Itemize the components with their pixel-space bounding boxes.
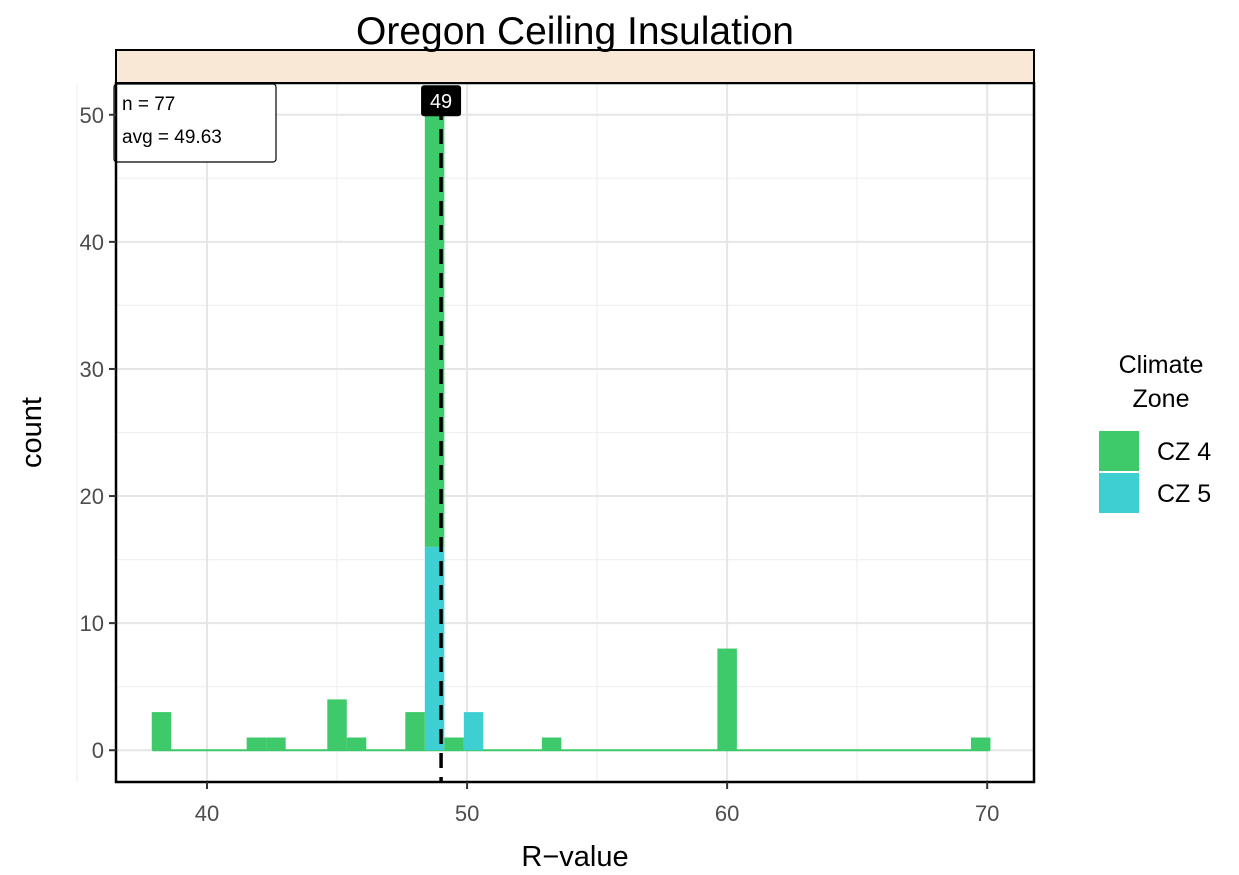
y-tick-label: 40 [80, 230, 104, 255]
y-tick-label: 50 [80, 103, 104, 128]
legend-label-cz-5: CZ 5 [1157, 480, 1211, 508]
grid-lines [76, 83, 1034, 782]
y-tick-label: 10 [80, 611, 104, 636]
bar-cz-4 [717, 648, 737, 751]
legend-title-line: Zone [1133, 385, 1190, 413]
bar-cz-4 [346, 737, 367, 751]
facet-strip [115, 49, 1035, 84]
reference-line-group: 49 n = 77 avg = 49.63 [113, 83, 462, 782]
bar-cz-4 [266, 737, 286, 751]
x-tick-label: 60 [715, 801, 739, 826]
bar-cz-4 [327, 699, 347, 751]
reference-label: 49 [430, 91, 452, 113]
y-tick-label: 0 [92, 738, 104, 763]
bar-cz-4 [541, 737, 562, 751]
legend-swatch-cz-5 [1099, 473, 1139, 513]
stats-count-text: n = 77 [122, 94, 175, 115]
x-tick-label: 50 [455, 801, 479, 826]
chart-title: Oregon Ceiling Insulation [356, 10, 794, 53]
y-tick-label: 20 [80, 484, 104, 509]
bars [151, 114, 991, 752]
bar-cz-4 [246, 737, 267, 751]
stats-average-text: avg = 49.63 [122, 127, 222, 148]
bar-cz-4 [444, 737, 464, 751]
bar-cz-4 [151, 712, 172, 751]
reference-label-box [421, 85, 462, 117]
y-tick-label: 30 [80, 357, 104, 382]
legend-title-line: Climate [1119, 351, 1204, 379]
bar-cz-5 [463, 712, 484, 751]
y-axis-title: count [16, 397, 48, 468]
axes: 40 50 60 70 0 10 20 30 40 50 R−value count [16, 49, 1036, 873]
x-tick-label: 70 [975, 801, 999, 826]
bar-cz-4 [405, 712, 425, 751]
legend-swatch-cz-4 [1099, 431, 1139, 471]
x-axis-title: R−value [521, 841, 628, 873]
legend: Climate Zone CZ 4 CZ 5 [1099, 351, 1211, 513]
x-tick-label: 40 [195, 801, 219, 826]
bar-cz-4 [424, 114, 445, 547]
legend-label-cz-4: CZ 4 [1157, 438, 1211, 466]
bar-cz-4 [970, 737, 991, 751]
title-group: Oregon Ceiling Insulation [356, 10, 794, 53]
